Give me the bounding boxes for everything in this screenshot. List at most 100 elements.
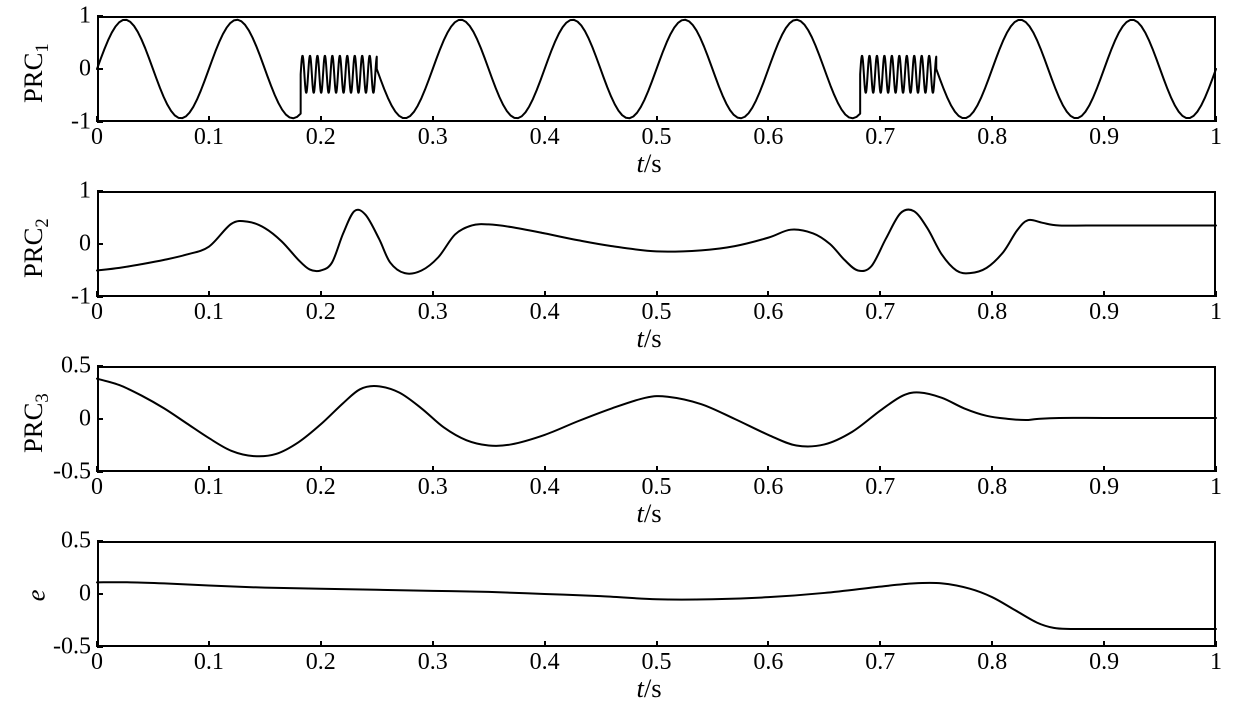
xtick-label-e: 0.3 (418, 649, 448, 676)
xtick-prc3 (767, 466, 769, 472)
xtick-e (879, 641, 881, 647)
xtick-prc2 (544, 291, 546, 297)
xtick-prc2 (656, 291, 658, 297)
xtick-label-e: 0.2 (306, 649, 336, 676)
ytick-label-prc2: 0 (79, 231, 91, 258)
xtick-prc2 (96, 291, 98, 297)
xtick-e (320, 641, 322, 647)
xtick-prc3 (544, 466, 546, 472)
xtick-label-prc3: 0.2 (306, 474, 336, 501)
curve-prc3 (97, 366, 1216, 472)
xlabel-e: t/s (637, 673, 662, 704)
ytick-label-prc3: -0.5 (53, 459, 91, 486)
ylabel-prc2: PRC2 (18, 218, 54, 278)
xtick-prc2 (432, 291, 434, 297)
xtick-prc1 (544, 116, 546, 122)
ytick-label-prc3: 0 (79, 406, 91, 433)
xtick-label-prc1: 0 (91, 124, 103, 151)
ytick-label-prc1: 1 (79, 3, 91, 30)
xtick-label-prc2: 0.3 (418, 299, 448, 326)
xtick-label-prc1: 0.2 (306, 124, 336, 151)
ytick-prc2 (97, 243, 103, 245)
ytick-label-prc2: -1 (71, 284, 91, 311)
xtick-label-e: 0.5 (642, 649, 672, 676)
xtick-prc2 (320, 291, 322, 297)
xtick-label-prc2: 0 (91, 299, 103, 326)
xtick-e (208, 641, 210, 647)
ytick-e (97, 593, 103, 595)
ytick-prc1 (97, 15, 103, 17)
ytick-e (97, 540, 103, 542)
ylabel-prc1: PRC1 (18, 43, 54, 103)
xtick-label-e: 1 (1210, 649, 1222, 676)
xtick-label-prc2: 0.6 (753, 299, 783, 326)
xtick-e (1103, 641, 1105, 647)
xtick-prc1 (879, 116, 881, 122)
xtick-prc3 (320, 466, 322, 472)
ytick-prc2 (97, 190, 103, 192)
xtick-prc3 (656, 466, 658, 472)
xtick-prc1 (432, 116, 434, 122)
xtick-prc1 (320, 116, 322, 122)
xtick-e (1215, 641, 1217, 647)
xtick-prc3 (1103, 466, 1105, 472)
curve-e (97, 541, 1216, 647)
xtick-prc2 (767, 291, 769, 297)
xtick-e (767, 641, 769, 647)
xtick-label-prc2: 0.4 (530, 299, 560, 326)
xlabel-prc1: t/s (637, 148, 662, 179)
xtick-prc3 (991, 466, 993, 472)
ytick-label-prc1: 0 (79, 56, 91, 83)
xtick-label-prc2: 0.9 (1089, 299, 1119, 326)
xtick-label-prc3: 0.7 (865, 474, 895, 501)
xtick-label-prc1: 0.4 (530, 124, 560, 151)
xtick-prc3 (208, 466, 210, 472)
ytick-label-e: 0.5 (61, 528, 91, 555)
xtick-label-prc1: 0.7 (865, 124, 895, 151)
xtick-prc2 (991, 291, 993, 297)
xtick-prc2 (1103, 291, 1105, 297)
ylabel-e: e (21, 566, 52, 626)
xlabel-prc2: t/s (637, 323, 662, 354)
xtick-label-prc3: 0.3 (418, 474, 448, 501)
xtick-prc1 (208, 116, 210, 122)
ytick-label-e: 0 (79, 581, 91, 608)
xtick-prc2 (879, 291, 881, 297)
xtick-prc2 (208, 291, 210, 297)
xtick-label-prc2: 0.2 (306, 299, 336, 326)
xtick-prc1 (1215, 116, 1217, 122)
ytick-label-prc2: 1 (79, 178, 91, 205)
xtick-prc3 (432, 466, 434, 472)
curve-prc1 (97, 16, 1216, 122)
xtick-prc3 (879, 466, 881, 472)
ytick-prc3 (97, 418, 103, 420)
ytick-label-prc1: -1 (71, 109, 91, 136)
xtick-prc1 (767, 116, 769, 122)
xtick-label-prc2: 0.7 (865, 299, 895, 326)
xtick-label-prc1: 0.3 (418, 124, 448, 151)
xtick-label-prc3: 0.8 (977, 474, 1007, 501)
xtick-label-prc1: 0.5 (642, 124, 672, 151)
xtick-label-e: 0.4 (530, 649, 560, 676)
xtick-prc1 (96, 116, 98, 122)
xtick-label-prc2: 0.5 (642, 299, 672, 326)
xtick-label-prc3: 0 (91, 474, 103, 501)
xtick-e (432, 641, 434, 647)
xtick-label-prc3: 1 (1210, 474, 1222, 501)
xtick-prc2 (1215, 291, 1217, 297)
xtick-label-prc3: 0.1 (194, 474, 224, 501)
xtick-label-prc2: 0.8 (977, 299, 1007, 326)
xtick-label-prc2: 0.1 (194, 299, 224, 326)
xtick-label-e: 0.6 (753, 649, 783, 676)
xlabel-prc3: t/s (637, 498, 662, 529)
xtick-label-e: 0.8 (977, 649, 1007, 676)
xtick-e (96, 641, 98, 647)
xtick-e (991, 641, 993, 647)
xtick-label-e: 0 (91, 649, 103, 676)
ytick-label-prc3: 0.5 (61, 353, 91, 380)
xtick-e (544, 641, 546, 647)
xtick-e (656, 641, 658, 647)
xtick-prc1 (656, 116, 658, 122)
xtick-label-prc1: 0.8 (977, 124, 1007, 151)
xtick-prc3 (96, 466, 98, 472)
